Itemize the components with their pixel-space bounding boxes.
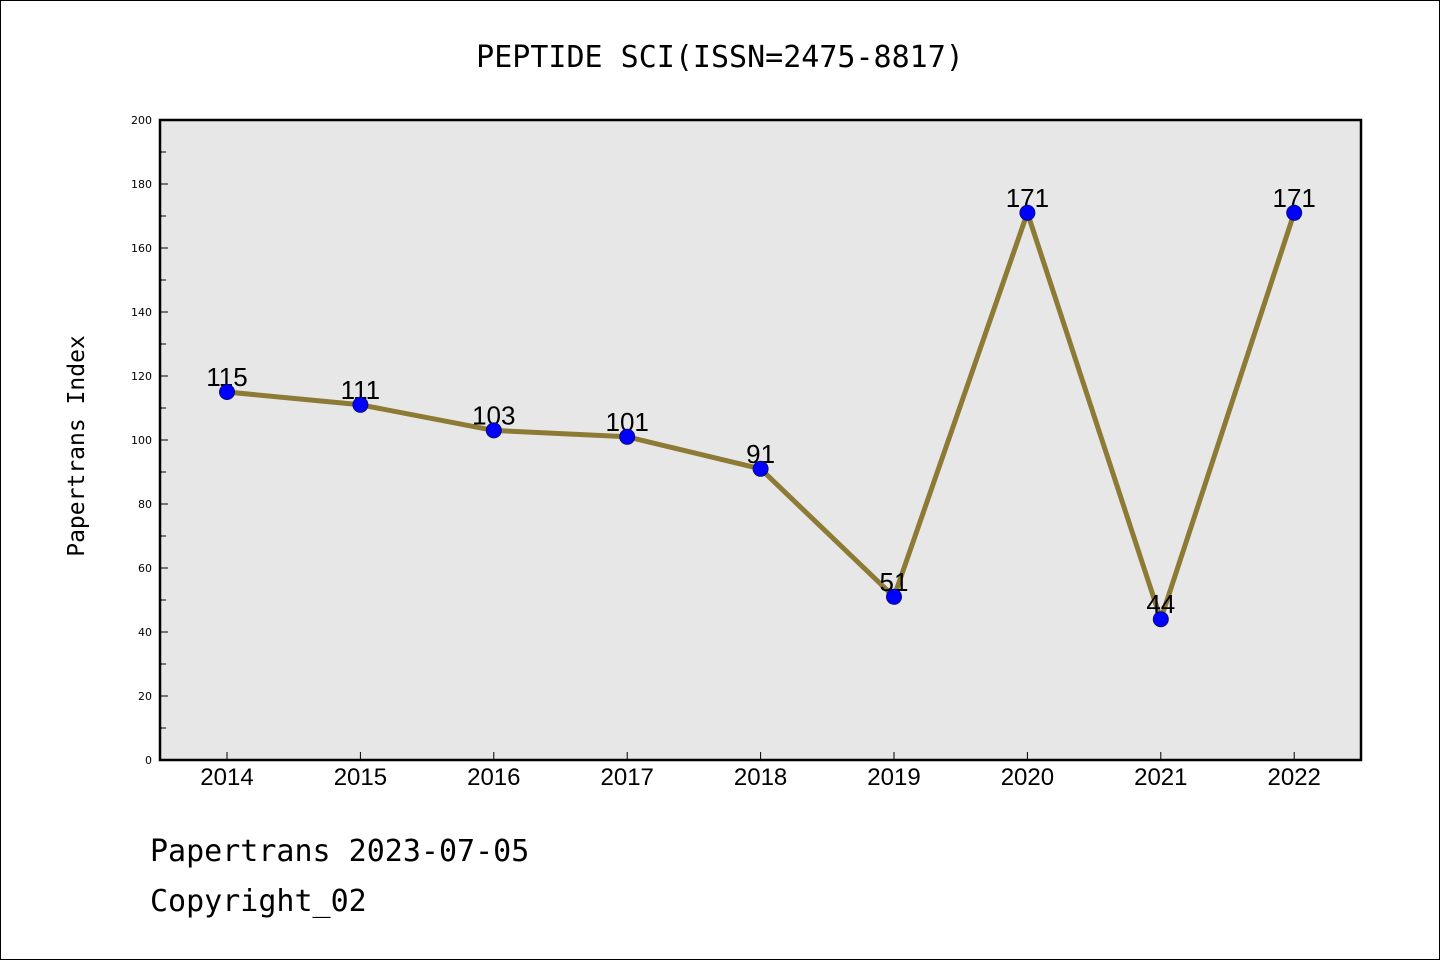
y-tick-label: 120 <box>131 370 152 383</box>
x-tick-label: 2019 <box>867 764 920 791</box>
y-tick-label: 180 <box>131 178 152 191</box>
y-tick-label: 140 <box>131 306 152 319</box>
x-tick-label: 2017 <box>601 764 654 791</box>
y-tick-label: 200 <box>131 114 152 127</box>
data-point <box>752 460 769 477</box>
y-axis-label: Papertrans Index <box>64 335 90 557</box>
footer-date-line: Papertrans 2023-07-05 <box>150 834 530 869</box>
plot-border <box>158 118 1363 762</box>
y-tick-label: 100 <box>131 434 152 447</box>
x-tick-label: 2020 <box>1001 764 1054 791</box>
data-point <box>619 428 636 445</box>
y-axis: 0 20 40 60 80 100 120 140 160 180 200 <box>131 114 168 767</box>
footer-copyright-line: Copyright_02 <box>150 884 367 919</box>
x-tick-label: 2014 <box>200 764 253 791</box>
data-point <box>352 396 369 413</box>
y-tick-label: 160 <box>131 242 152 255</box>
data-point <box>219 384 235 400</box>
data-point <box>1152 611 1169 628</box>
y-tick-label: 80 <box>138 498 152 511</box>
plot-area <box>160 120 1361 760</box>
x-tick-label: 2015 <box>334 764 387 791</box>
data-point <box>886 588 902 605</box>
data-point <box>1019 204 1036 221</box>
x-tick-label: 2021 <box>1134 764 1187 791</box>
x-tick-label: 2022 <box>1268 764 1321 791</box>
chart-title: PEPTIDE SCI(ISSN=2475-8817) <box>476 40 964 75</box>
y-tick-label: 20 <box>138 690 152 703</box>
y-tick-label: 0 <box>145 754 152 767</box>
x-tick-label: 2018 <box>734 764 787 791</box>
y-tick-label: 60 <box>138 562 152 575</box>
data-point <box>1286 204 1303 221</box>
data-point <box>485 422 502 439</box>
y-tick-label: 40 <box>138 626 152 639</box>
x-tick-label: 2016 <box>467 764 520 791</box>
x-axis: 2014 2015 2016 2017 2018 2019 2020 2021 2022 <box>200 752 1321 791</box>
